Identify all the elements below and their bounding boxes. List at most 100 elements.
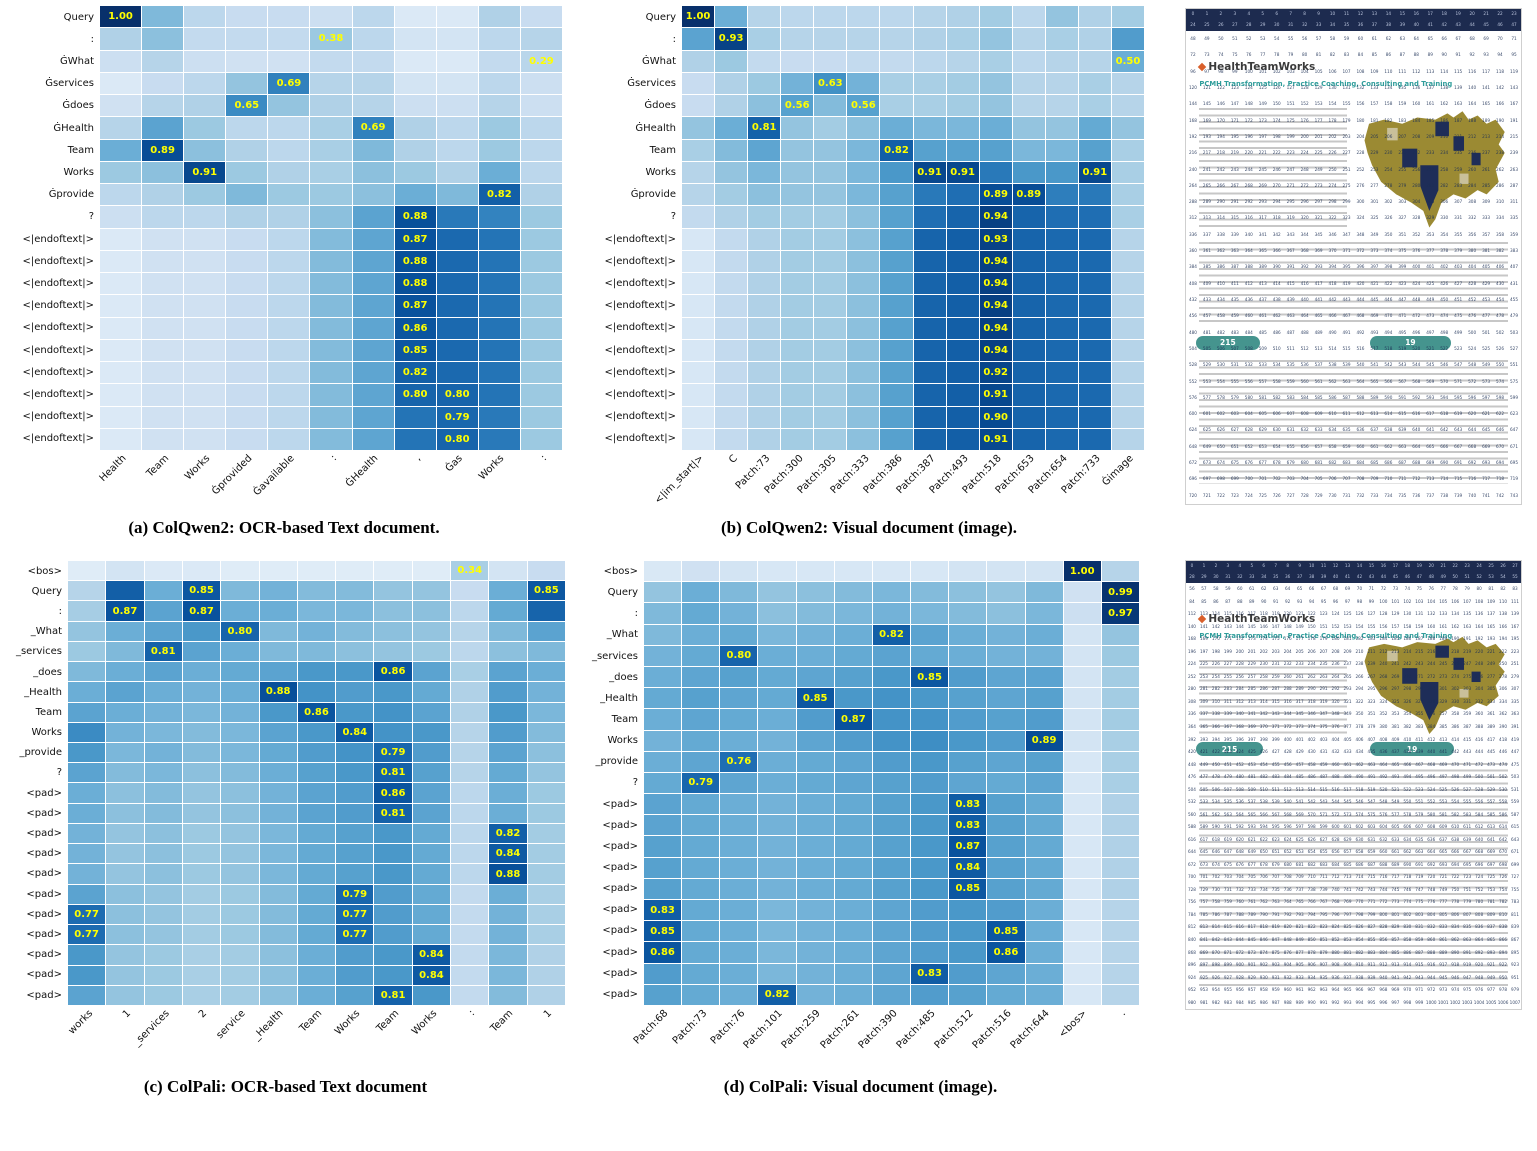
patch-number: 174 [1259, 636, 1268, 642]
patch-number: 906 [1307, 962, 1316, 968]
cell-value-label: 0.89 [983, 189, 1009, 201]
patch-number: 50 [1218, 36, 1224, 42]
patch-number: 711 [1398, 476, 1407, 482]
patch-number: 328 [1412, 215, 1421, 221]
patch-number: 274 [1451, 673, 1460, 679]
patch-number: 218 [1451, 648, 1460, 654]
patch-number: 258 [1440, 166, 1449, 172]
patch-number: 630 [1272, 427, 1281, 433]
heatmap-cell [478, 317, 520, 339]
heatmap-cell [489, 682, 527, 702]
patch-number: 614 [1384, 411, 1393, 417]
us-map-figure [1360, 103, 1511, 232]
heatmap-cell [374, 844, 412, 864]
heatmap-cell [949, 561, 987, 582]
y-tick-label: ? [88, 211, 94, 223]
patch-number: 694 [1451, 861, 1460, 867]
heatmap-cell [814, 28, 847, 50]
heatmap-cell [1025, 645, 1063, 666]
heatmap-cell [182, 925, 221, 945]
heatmap-cell [872, 645, 911, 666]
heatmap-cell [715, 139, 748, 161]
cell-value-label: 0.93 [983, 233, 1009, 245]
heatmap-cell [68, 763, 106, 783]
patch-number: 149 [1295, 623, 1304, 629]
patch-number: 568 [1412, 378, 1421, 384]
patch-number: 480 [1235, 774, 1244, 780]
cell-value-label: 0.94 [983, 300, 1009, 312]
patch-number: 257 [1247, 673, 1256, 679]
heatmap-cell [374, 641, 412, 662]
patch-number: 96 [1190, 68, 1196, 74]
patch-number: 578 [1403, 811, 1412, 817]
heatmap-cell [781, 228, 814, 250]
patch-number: 820 [1283, 924, 1292, 930]
patch-number: 944 [1427, 974, 1436, 980]
patch-number: 947 [1463, 974, 1472, 980]
heatmap-cell [834, 730, 872, 751]
heatmap-cell [336, 783, 374, 803]
patch-number: 59 [1225, 586, 1231, 592]
patch-number: 659 [1342, 443, 1351, 449]
cell-value-label: 0.91 [192, 166, 218, 178]
patch-number: 918 [1451, 962, 1460, 968]
heatmap-cell [520, 406, 562, 428]
patch-number: 441 [1314, 297, 1323, 302]
patch-number: 143 [1223, 623, 1232, 629]
patch-highlight: 215 [1196, 742, 1264, 757]
heatmap-cell [758, 730, 796, 751]
patch-number: 690 [1440, 460, 1449, 466]
caption-b: (b) ColQwen2: Visual document (image). [720, 518, 1018, 537]
heatmap-cell [814, 362, 847, 384]
patch-number: 161 [1426, 101, 1435, 107]
heatmap-cell [715, 428, 748, 450]
cell-value-label: 0.81 [380, 767, 406, 779]
heatmap-cell [1101, 942, 1139, 963]
cell-value-label: 0.80 [402, 389, 428, 401]
heatmap-cell [352, 228, 394, 250]
patch-number: 139 [1511, 611, 1520, 617]
patch-number: 548 [1379, 799, 1388, 805]
heatmap-cell [478, 362, 520, 384]
x-tick-label: , [412, 453, 423, 464]
heatmap-cell: 0.91 [1078, 161, 1111, 183]
patch-number: 961 [1295, 987, 1304, 993]
patch-number: 382 [1403, 723, 1412, 729]
x-tick-label: : [467, 1008, 478, 1019]
patch-number: 708 [1283, 874, 1292, 880]
patch-number: 512 [1300, 345, 1309, 351]
heatmap-cell [184, 250, 226, 272]
patch-number: 957 [1247, 987, 1256, 993]
patch-number: 280 [1412, 182, 1421, 188]
patch-number: 923 [1511, 962, 1520, 968]
heatmap-cell [144, 904, 182, 925]
heatmap-cell [451, 641, 489, 662]
patch-number: 700 [1244, 476, 1253, 482]
patch-number: 678 [1272, 460, 1281, 466]
patch-number: 319 [1286, 215, 1295, 221]
heatmap-cell [144, 803, 182, 823]
patch-number: 606 [1272, 411, 1281, 417]
patch-number: 424 [1412, 280, 1421, 286]
patch-number: 565 [1370, 378, 1379, 384]
patch-number: 573 [1343, 811, 1352, 817]
patch-number: 198 [1211, 648, 1220, 654]
heatmap-cell [527, 641, 565, 662]
patch-number: 458 [1216, 313, 1225, 319]
patch-number: 400 [1412, 264, 1421, 270]
patch-number: 589 [1199, 824, 1208, 830]
patch-number: 403 [1319, 736, 1328, 742]
heatmap-cell [720, 900, 758, 921]
patch-number: 930 [1259, 974, 1268, 980]
y-tick-label: <pad> [26, 868, 62, 880]
heatmap-cell [644, 582, 682, 603]
heatmap-cell [1012, 250, 1045, 272]
patch-number: 259 [1454, 166, 1463, 172]
patch-number: 165 [1487, 623, 1496, 629]
patch-number: 373 [1370, 248, 1379, 254]
patch-number: 835 [1463, 924, 1472, 930]
patch-number: 126 [1355, 611, 1364, 617]
patch-number: 3 [1233, 11, 1237, 17]
patch-number: 815 [1223, 924, 1232, 930]
heatmap-cell [1012, 428, 1045, 450]
